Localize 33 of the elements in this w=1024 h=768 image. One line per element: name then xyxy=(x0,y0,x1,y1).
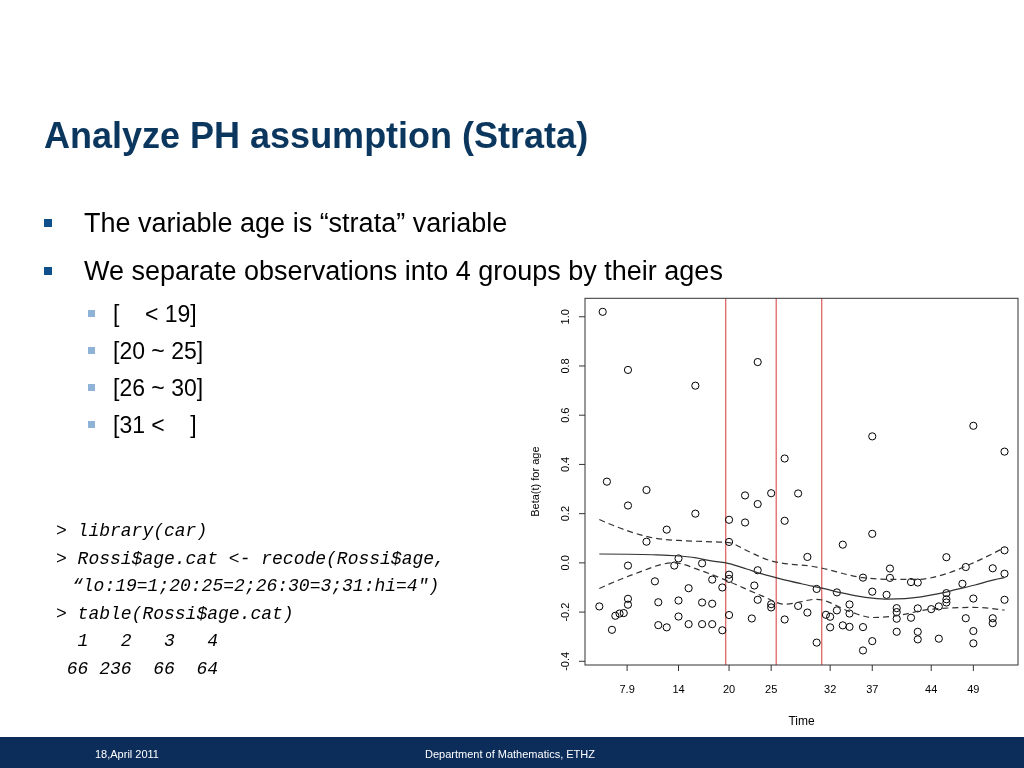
x-tick-label: 20 xyxy=(722,683,736,695)
text: > library(car) xyxy=(56,521,208,541)
x-tick-label: 49 xyxy=(967,683,980,695)
text: The variable age is “strata” variable xyxy=(84,208,508,238)
x-tick-label: 44 xyxy=(925,683,938,695)
y-tick-label: 0.4 xyxy=(559,456,571,473)
text: 18,April 2011 xyxy=(94,748,160,760)
text: > table(Rossi$age.cat) xyxy=(56,604,294,624)
chart-title: Analyze PH assumption (Strata) xyxy=(44,115,589,156)
y-tick-label: 0.8 xyxy=(559,358,571,374)
y-tick-label: -0.4 xyxy=(559,651,571,671)
text: Department of Mathematics, ETHZ xyxy=(425,748,596,760)
y-tick-label: -0.2 xyxy=(559,602,571,622)
x-tick-label: 14 xyxy=(672,683,685,695)
text: 1 2 3 4 xyxy=(56,631,219,651)
text: > Rossi$age.cat <- recode(Rossi$age, xyxy=(56,549,445,569)
text: “lo:19=1;20:25=2;26:30=3;31:hi=4") xyxy=(72,576,440,596)
y-tick-label: 0.0 xyxy=(559,555,571,571)
y-tick-label: 1.0 xyxy=(559,309,571,325)
y-axis-title: Beta(t) for age xyxy=(529,446,541,517)
text: [20 ~ 25] xyxy=(113,338,204,364)
text: We separate observations into 4 groups by their ages xyxy=(84,256,723,286)
y-tick-label: 0.6 xyxy=(559,407,571,423)
x-axis-title: Time xyxy=(788,714,815,728)
text: [31 < ] xyxy=(113,412,197,438)
x-tick-label: 37 xyxy=(866,683,879,695)
x-tick-label: 7.9 xyxy=(619,683,635,695)
x-tick-label: 32 xyxy=(824,683,837,695)
text: [ < 19] xyxy=(113,301,197,327)
text: [26 ~ 30] xyxy=(113,375,204,401)
y-tick-label: 0.2 xyxy=(559,506,571,522)
x-tick-label: 25 xyxy=(765,683,778,695)
text: 66 236 66 64 xyxy=(56,659,219,679)
